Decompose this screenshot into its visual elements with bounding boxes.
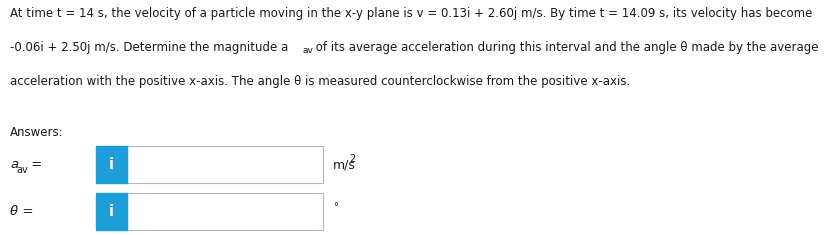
Text: acceleration with the positive x-axis. The angle θ is measured counterclockwise : acceleration with the positive x-axis. T… (10, 75, 631, 88)
Text: At time t = 14 s, the velocity of a particle moving in the x-y plane is v = 0.13: At time t = 14 s, the velocity of a part… (10, 7, 812, 20)
FancyBboxPatch shape (127, 146, 323, 183)
Text: a: a (10, 158, 18, 171)
Text: 2: 2 (349, 154, 355, 164)
FancyBboxPatch shape (127, 193, 323, 230)
Text: Answers:: Answers: (10, 126, 63, 139)
Text: =: = (27, 158, 42, 171)
Text: av: av (17, 165, 28, 175)
Text: i: i (109, 204, 113, 219)
Text: of its average acceleration during this interval and the angle θ made by the ave: of its average acceleration during this … (313, 41, 819, 54)
Text: m/s: m/s (333, 158, 355, 171)
FancyBboxPatch shape (96, 193, 127, 230)
Text: av: av (303, 46, 314, 55)
Text: °: ° (333, 202, 338, 212)
FancyBboxPatch shape (96, 146, 127, 183)
Text: -0.06i + 2.50j m/s. Determine the magnitude a: -0.06i + 2.50j m/s. Determine the magnit… (10, 41, 289, 54)
Text: θ =: θ = (10, 205, 33, 218)
Text: i: i (109, 157, 113, 172)
